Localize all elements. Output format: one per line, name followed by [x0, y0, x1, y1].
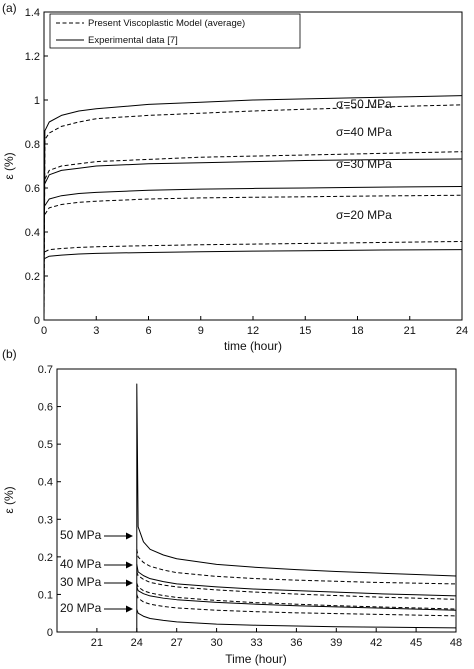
panel-b-ytick-label-4: 0.4 [38, 477, 53, 489]
panel-a-ticks: 0 3 6 9 12 15 18 21 24 0 0.2 0.4 0.6 0.8 1 1.2 1.4 [25, 7, 468, 337]
panel-a-xtick-label-8: 24 [456, 325, 468, 337]
panel-a-frame [43, 11, 463, 321]
panel-a-xtick-label-2: 6 [145, 325, 151, 337]
panel-b-series-line-4 [136, 582, 457, 610]
panel-a-xlabel: time (hour) [224, 339, 282, 353]
panel-b-ticks: 21 24 27 30 33 36 39 42 45 48 0 0.1 0.2 0.3 0.4 0.5 0.6 0… [38, 364, 462, 649]
panel-b-series-line-5 [136, 586, 457, 611]
panel-a-label: (a) [2, 1, 17, 15]
panel-a-xtick-label-5: 15 [299, 325, 311, 337]
panel-b-xtick-label-8: 45 [410, 637, 422, 649]
annotation-40-mpa: 40 MPa [60, 557, 102, 571]
panel-b-series-line-3 [136, 571, 457, 600]
panel-b-xtick-label-0: 21 [91, 637, 103, 649]
panel-a-xtick-label-7: 21 [404, 325, 416, 337]
panel-a-ytick-label-2: 0.4 [25, 227, 40, 239]
panel-b-frame [56, 368, 457, 633]
panel-a-xtick-label-4: 12 [247, 325, 259, 337]
panel-b-xtick-label-1: 24 [131, 637, 143, 649]
panel-a-ylabel: ε (%) [2, 152, 16, 179]
panel-a-series [43, 95, 463, 321]
panel-b-xtick-label-4: 33 [250, 637, 262, 649]
panel-b-ytick-label-6: 0.6 [38, 402, 53, 414]
panel-b-ytick-label-3: 0.3 [38, 514, 53, 526]
panel-a-legend: Present Viscoplastic Model (average) Exp… [49, 13, 301, 49]
panel-a-series-line-0 [43, 95, 463, 321]
panel-b-ytick-label-2: 0.2 [38, 552, 53, 564]
panel-b-ytick-label-1: 0.1 [38, 589, 53, 601]
legend-entry-model: Present Viscoplastic Model (average) [88, 18, 245, 29]
panel-a-ytick-label-5: 1 [34, 95, 40, 107]
panel-a-legend-box [49, 13, 301, 49]
annotation-50-mpa: 50 MPa [60, 528, 102, 542]
panel-b-xlabel: Time (hour) [225, 652, 287, 666]
panel-a-ytick-label-6: 1.2 [25, 51, 40, 63]
panel-a-series-line-1 [43, 104, 463, 321]
panel-b-series-line-2 [136, 564, 457, 597]
legend-entry-experimental: Experimental data [7] [88, 35, 178, 46]
panel-a-ytick-label-1: 0.2 [25, 271, 40, 283]
annotation-sigma-50: σ=50 MPa [336, 97, 392, 111]
panel-a-ytick-label-7: 1.4 [25, 7, 40, 19]
panel-b: (b) 21 24 27 30 33 36 39 42 45 48 0 0.1 0.2 0.3 0.4 0.5… [2, 347, 462, 666]
panel-a-series-line-3 [44, 158, 463, 184]
panel-a-xtick-label-6: 18 [351, 325, 363, 337]
panel-a-series-line-5 [44, 194, 463, 215]
panel-b-series-line-0 [136, 383, 457, 632]
panel-a-series-line-7 [44, 249, 463, 259]
panel-a-ytick-label-3: 0.6 [25, 183, 40, 195]
panel-b-series-line-1 [136, 549, 457, 585]
panel-a-ytick-label-0: 0 [34, 315, 40, 327]
panel-a-series-line-2 [44, 151, 463, 180]
panel-b-xtick-label-9: 48 [450, 637, 462, 649]
panel-b-xtick-label-6: 39 [330, 637, 342, 649]
panel-b-label: (b) [2, 347, 17, 361]
panel-a-xtick-label-3: 9 [198, 325, 204, 337]
panel-a-series-line-6 [44, 240, 463, 253]
panel-b-series-line-6 [136, 594, 457, 617]
annotation-sigma-30: σ=30 MPa [336, 157, 392, 171]
panel-b-xtick-label-3: 30 [210, 637, 222, 649]
panel-b-ytick-label-7: 0.7 [38, 364, 53, 376]
annotation-sigma-20: σ=20 MPa [336, 208, 392, 222]
annotation-20-mpa: 20 MPa [60, 601, 102, 615]
panel-b-series-line-7 [136, 609, 457, 629]
panel-a-ytick-label-4: 0.8 [25, 139, 40, 151]
panel-a-xtick-label-1: 3 [93, 325, 99, 337]
panel-b-xtick-label-5: 36 [290, 637, 302, 649]
panel-b-xtick-label-7: 42 [370, 637, 382, 649]
annotation-30-mpa: 30 MPa [60, 575, 102, 589]
panel-b-ytick-label-0: 0 [47, 627, 53, 639]
panel-a-xtick-label-0: 0 [41, 325, 47, 337]
panel-b-xtick-label-2: 27 [171, 637, 183, 649]
panel-b-series [136, 383, 457, 632]
panel-b-ytick-label-5: 0.5 [38, 439, 53, 451]
panel-a-series-line-4 [44, 185, 463, 206]
panel-a: (a) 0 3 6 9 12 15 18 21 24 0 0.2 0.4 0.6 0.8 1 1.2 1.4 P… [2, 1, 468, 353]
panel-b-ylabel: ε (%) [2, 486, 16, 513]
annotation-sigma-40: σ=40 MPa [336, 125, 392, 139]
